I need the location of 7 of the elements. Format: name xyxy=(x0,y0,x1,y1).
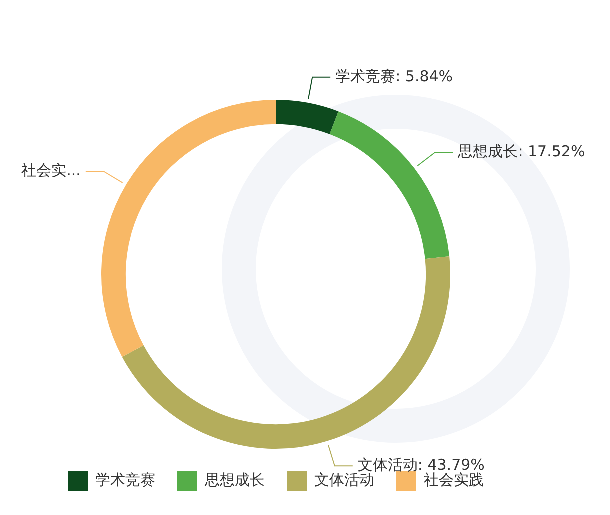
legend-label: 文体活动 xyxy=(314,470,374,489)
legend-label: 社会实践 xyxy=(424,470,484,489)
data-label: 社会实... xyxy=(22,162,81,180)
data-label: 学术竞赛: 5.84% xyxy=(336,67,454,86)
legend-label: 学术竞赛 xyxy=(96,470,156,489)
legend-label: 思想成长 xyxy=(204,470,265,489)
data-label: 思想成长: 17.52% xyxy=(457,142,586,160)
